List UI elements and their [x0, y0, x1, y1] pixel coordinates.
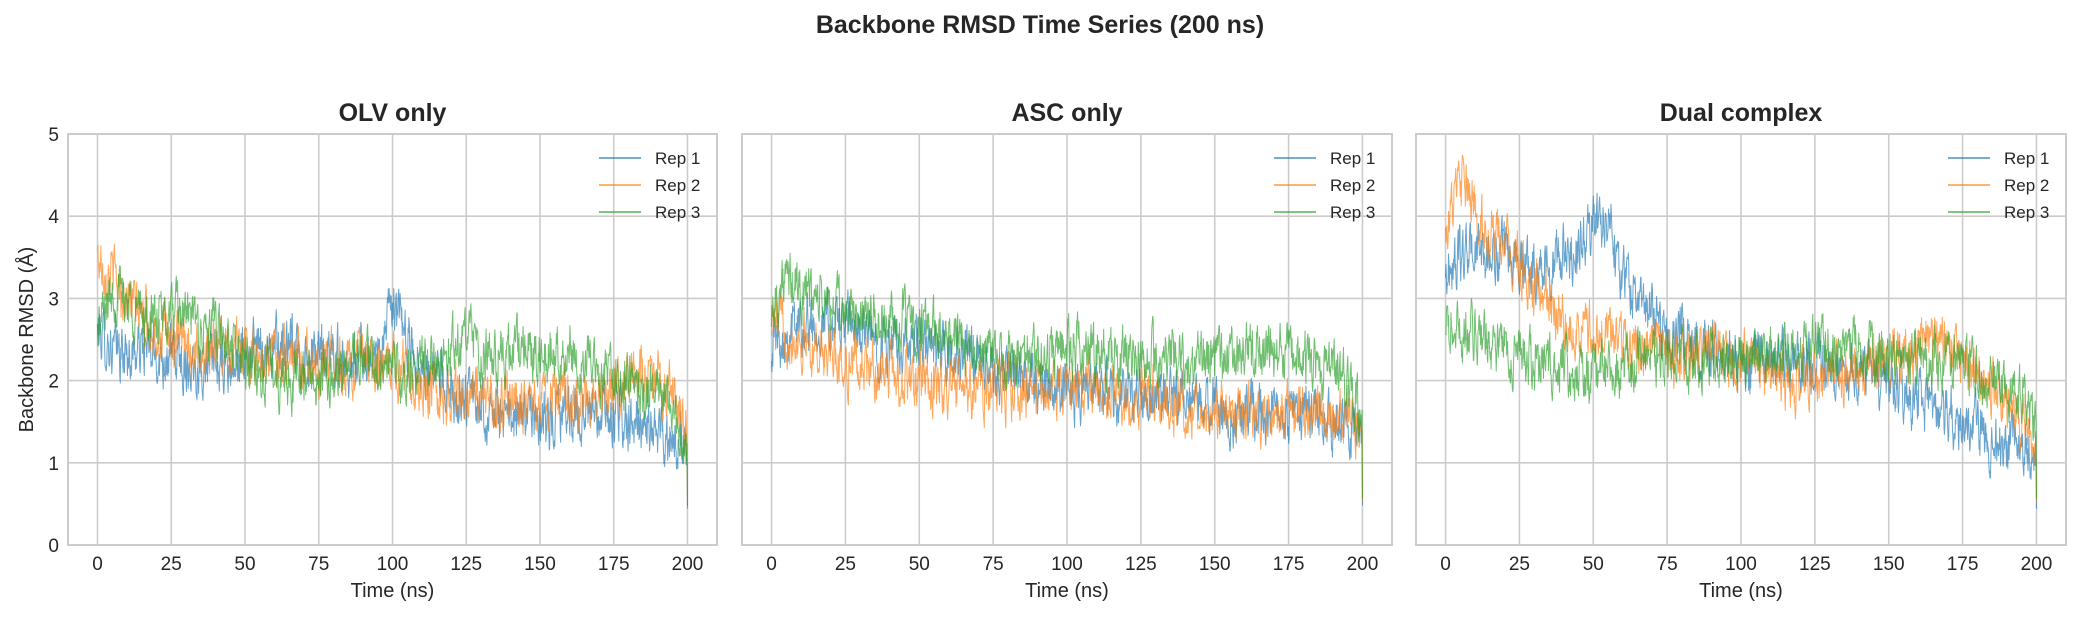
series-line-rep-3 [1445, 298, 2037, 500]
panel-title: Dual complex [1660, 99, 1823, 127]
x-tick-label: 125 [1799, 554, 1831, 575]
x-tick-label: 75 [308, 554, 329, 575]
x-tick-label: 175 [1947, 554, 1979, 575]
x-tick-label: 150 [1873, 554, 1905, 575]
x-tick-label: 100 [1051, 554, 1083, 575]
plot-frame [741, 133, 1393, 546]
series-lines [97, 243, 688, 509]
plot-frame [67, 133, 718, 546]
x-axis-label: Time (ns) [351, 580, 435, 602]
x-tick-label: 200 [672, 554, 704, 575]
x-tick-label: 150 [524, 554, 556, 575]
y-tick-label: 3 [48, 289, 59, 310]
x-tick-label: 0 [92, 554, 103, 575]
x-tick-label: 75 [983, 554, 1004, 575]
panel-title: OLV only [339, 99, 447, 127]
y-tick-label: 4 [48, 207, 59, 228]
x-tick-label: 25 [835, 554, 856, 575]
legend: Rep 1 Rep 2 Rep 3 [599, 149, 700, 222]
y-tick-label: 1 [48, 454, 59, 475]
series-lines [1445, 154, 2037, 509]
x-tick-label: 100 [1725, 554, 1757, 575]
x-tick-label: 50 [909, 554, 930, 575]
x-tick-label: 25 [161, 554, 182, 575]
x-tick-label: 0 [766, 554, 777, 575]
x-tick-label: 125 [450, 554, 482, 575]
legend-label: Rep 2 [2004, 176, 2049, 195]
y-axis-label: Backbone RMSD (Å) [15, 247, 38, 433]
legend-label: Rep 3 [655, 203, 700, 222]
legend-label: Rep 1 [655, 149, 700, 168]
panel-dual-complex: 0 25 50 75 100 125 150 175 200 Dual complex Time (… [1415, 99, 2067, 602]
x-tick-label: 75 [1657, 554, 1678, 575]
legend-label: Rep 3 [1330, 203, 1375, 222]
panel-asc-only: 0 25 50 75 100 125 150 175 200 ASC only Time (ns) R… [741, 99, 1393, 602]
x-tick-label: 175 [1273, 554, 1305, 575]
x-tick-label: 25 [1509, 554, 1530, 575]
x-tick-label: 50 [234, 554, 255, 575]
y-tick-label: 0 [48, 536, 59, 557]
panel-title: ASC only [1011, 99, 1122, 127]
legend-label: Rep 3 [2004, 203, 2049, 222]
series-line-rep-2 [1445, 154, 2037, 503]
x-tick-label: 200 [1347, 554, 1379, 575]
y-tick-label: 5 [48, 125, 59, 146]
legend: Rep 1 Rep 2 Rep 3 [1274, 149, 1375, 222]
legend-label: Rep 2 [1330, 176, 1375, 195]
legend-label: Rep 1 [2004, 149, 2049, 168]
series-line-rep-1 [97, 288, 688, 506]
x-tick-label: 125 [1125, 554, 1157, 575]
x-tick-label: 100 [377, 554, 409, 575]
x-tick-label: 150 [1199, 554, 1231, 575]
series-lines [771, 252, 1363, 506]
figure-title: Backbone RMSD Time Series (200 ns) [816, 11, 1264, 39]
x-tick-label: 50 [1583, 554, 1604, 575]
x-axis-label: Time (ns) [1699, 580, 1783, 602]
series-line-rep-3 [771, 252, 1363, 500]
legend: Rep 1 Rep 2 Rep 3 [1948, 149, 2049, 222]
panel-olv-only: 0 25 50 75 100 125 150 175 200 0 1 2 3 4 5 OLV only Time… [15, 99, 718, 602]
x-axis-label: Time (ns) [1025, 580, 1109, 602]
x-tick-label: 0 [1440, 554, 1451, 575]
legend-label: Rep 1 [1330, 149, 1375, 168]
y-tick-label: 2 [48, 372, 59, 393]
x-tick-label: 200 [2021, 554, 2053, 575]
plot-frame [1415, 133, 2067, 546]
legend-label: Rep 2 [655, 176, 700, 195]
series-line-rep-3 [97, 265, 688, 509]
x-tick-label: 175 [598, 554, 630, 575]
